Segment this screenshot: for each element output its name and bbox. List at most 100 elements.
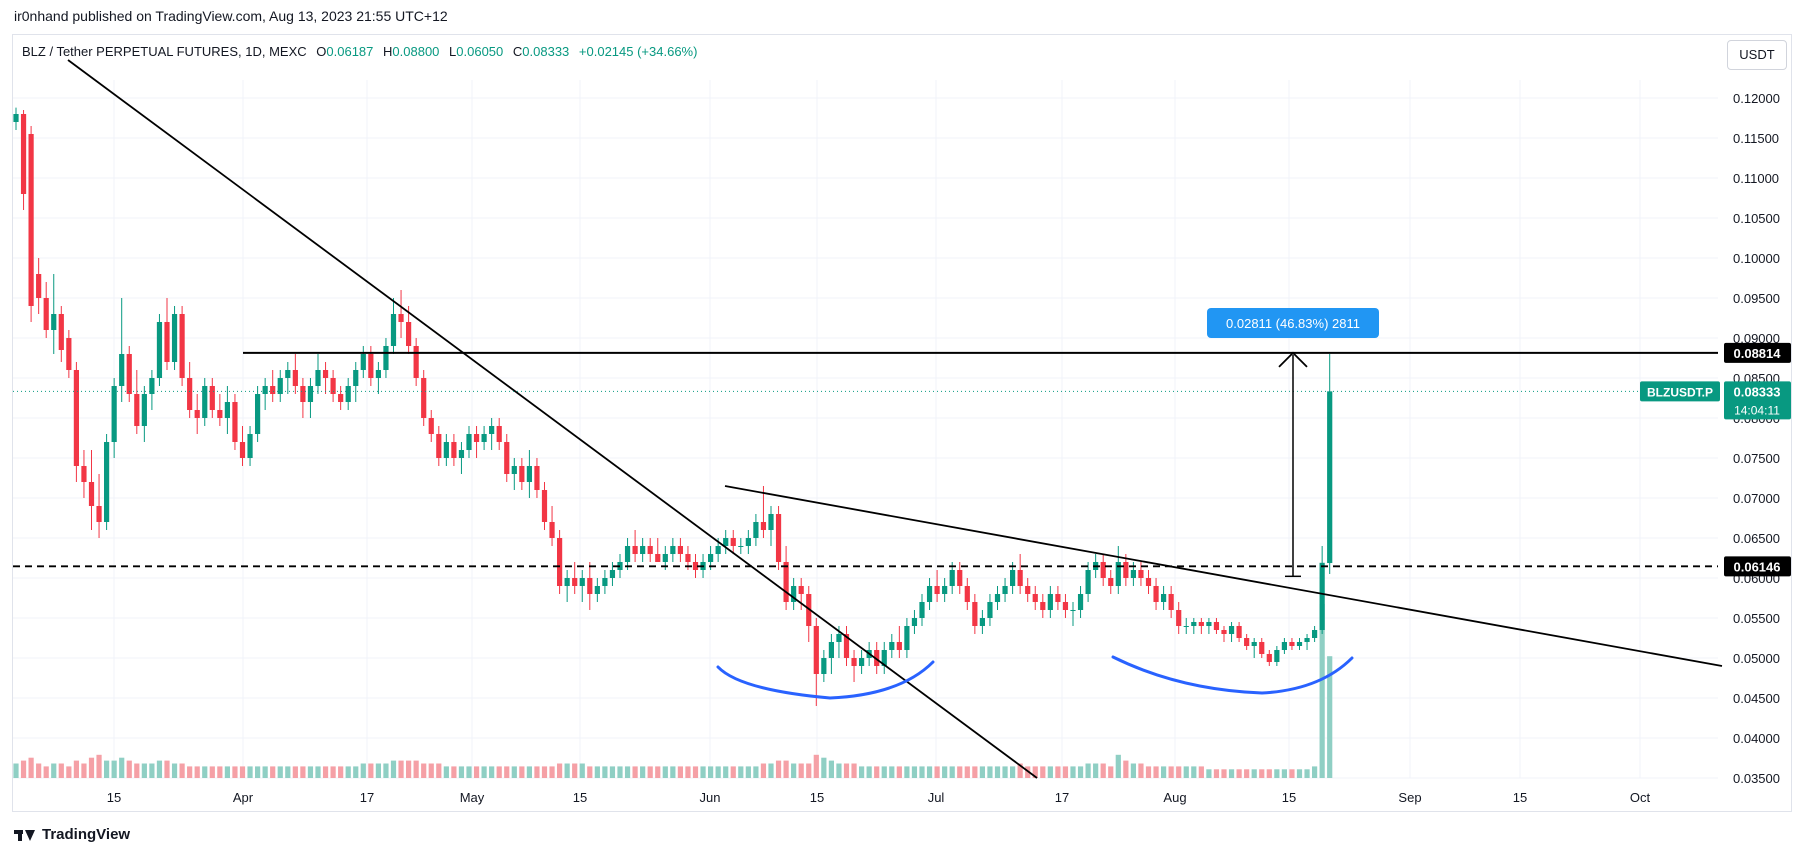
candle-body bbox=[398, 314, 404, 322]
volume-bar bbox=[957, 766, 963, 778]
volume-bar bbox=[390, 760, 397, 778]
close-label: C bbox=[512, 44, 523, 59]
volume-bar bbox=[617, 766, 623, 778]
candle-body bbox=[1236, 626, 1242, 638]
volume-bar bbox=[247, 766, 253, 778]
candle-body bbox=[753, 522, 759, 538]
candle-body bbox=[662, 554, 668, 562]
candle-body bbox=[775, 514, 782, 562]
candle-body bbox=[496, 426, 502, 442]
volume-bar bbox=[1077, 766, 1084, 778]
time-tick-label: 15 bbox=[1282, 790, 1296, 805]
candle-body bbox=[96, 506, 102, 522]
volume-bar bbox=[979, 766, 985, 778]
footer-brand[interactable]: TradingView bbox=[14, 826, 130, 843]
candle-body bbox=[926, 586, 933, 602]
volume-bar bbox=[1040, 766, 1046, 778]
price-tick-label: 0.03500 bbox=[1733, 771, 1780, 786]
volume-bar bbox=[1085, 763, 1091, 778]
candle-body bbox=[315, 370, 321, 386]
volume-bar bbox=[496, 766, 502, 778]
candle-body bbox=[632, 546, 638, 554]
volume-bar bbox=[632, 766, 638, 778]
candle-body bbox=[1319, 562, 1325, 630]
candle-body bbox=[247, 434, 253, 458]
symbol-title[interactable]: BLZ / Tether PERPETUAL FUTURES, 1D, MEXC bbox=[22, 44, 307, 59]
candle-body bbox=[383, 346, 389, 370]
publish-header: ir0nhand published on TradingView.com, A… bbox=[14, 8, 448, 24]
candle-body bbox=[640, 546, 646, 554]
volume-bar bbox=[564, 763, 570, 778]
candle-body bbox=[806, 594, 812, 626]
volume-bar bbox=[58, 763, 64, 778]
volume-bar bbox=[1153, 766, 1159, 778]
volume-bar bbox=[662, 766, 668, 778]
chart-frame bbox=[12, 34, 1792, 812]
candle-body bbox=[1062, 602, 1069, 610]
candle-body bbox=[262, 386, 268, 394]
volume-bar bbox=[1115, 754, 1121, 778]
candle-body bbox=[1176, 610, 1182, 626]
volume-bar bbox=[1017, 763, 1023, 778]
price-tick-label: 0.06500 bbox=[1733, 531, 1780, 546]
volume-bar bbox=[700, 766, 706, 778]
volume-bar bbox=[723, 766, 729, 778]
volume-bar bbox=[866, 766, 872, 778]
volume-bar bbox=[338, 766, 344, 778]
candle-body bbox=[13, 114, 19, 122]
time-tick-label: 17 bbox=[360, 790, 374, 805]
volume-bar bbox=[421, 763, 427, 778]
volume-bar bbox=[156, 760, 163, 778]
price-chart[interactable]: 0.02811 (46.83%) 2811 0.12000 0.11500 0.11… bbox=[0, 0, 1815, 820]
grid bbox=[13, 80, 1718, 779]
candle-body bbox=[1153, 586, 1159, 602]
candle-body bbox=[81, 466, 87, 482]
candle-body bbox=[187, 378, 193, 410]
volume-bar bbox=[851, 763, 857, 778]
volume-bar bbox=[783, 760, 789, 778]
candle-body bbox=[28, 134, 34, 306]
volume-bar bbox=[1070, 766, 1076, 778]
volume-bar bbox=[104, 760, 110, 778]
volume-bar bbox=[655, 766, 661, 778]
candle-body bbox=[791, 586, 797, 602]
volume-bar bbox=[677, 766, 683, 778]
candle-body bbox=[760, 522, 767, 530]
volume-bar bbox=[806, 763, 812, 778]
volume-bar bbox=[587, 766, 593, 778]
low-label: L bbox=[449, 44, 457, 59]
volume-bar bbox=[1191, 766, 1197, 778]
volume-bar bbox=[821, 757, 827, 778]
currency-unit-button[interactable]: USDT bbox=[1727, 40, 1787, 70]
candle-body bbox=[541, 490, 548, 522]
volume-bar bbox=[1244, 769, 1250, 778]
candle-body bbox=[549, 522, 555, 538]
volume-bar bbox=[1047, 766, 1053, 778]
volume-bar bbox=[768, 763, 774, 778]
candle-body bbox=[104, 442, 110, 522]
candle-body bbox=[1168, 594, 1174, 610]
volume-bar bbox=[541, 766, 548, 778]
price-tick-label: 0.05500 bbox=[1733, 611, 1780, 626]
candle-body bbox=[889, 642, 895, 650]
candle-body bbox=[738, 546, 744, 547]
volume-bar bbox=[428, 763, 434, 778]
time-tick-label: 15 bbox=[810, 790, 824, 805]
candle-body bbox=[217, 410, 223, 418]
volume-bar bbox=[1108, 766, 1114, 778]
volume-bar bbox=[753, 766, 759, 778]
candle-body bbox=[624, 546, 631, 562]
candle-body bbox=[126, 354, 132, 394]
price-tick-label: 0.11000 bbox=[1733, 171, 1779, 186]
candle-body bbox=[1251, 642, 1257, 646]
volume-bar bbox=[640, 766, 646, 778]
low-value: 0.06050 bbox=[456, 44, 504, 59]
candle-body bbox=[345, 386, 351, 402]
time-tick-label: Jun bbox=[700, 790, 721, 805]
candle-body bbox=[473, 434, 480, 442]
candles bbox=[13, 107, 1333, 706]
measure-label: 0.02811 (46.83%) 2811 bbox=[1226, 316, 1360, 331]
volume-bar bbox=[307, 766, 314, 778]
volume-bar bbox=[81, 763, 87, 778]
volume-bar bbox=[1183, 766, 1189, 778]
